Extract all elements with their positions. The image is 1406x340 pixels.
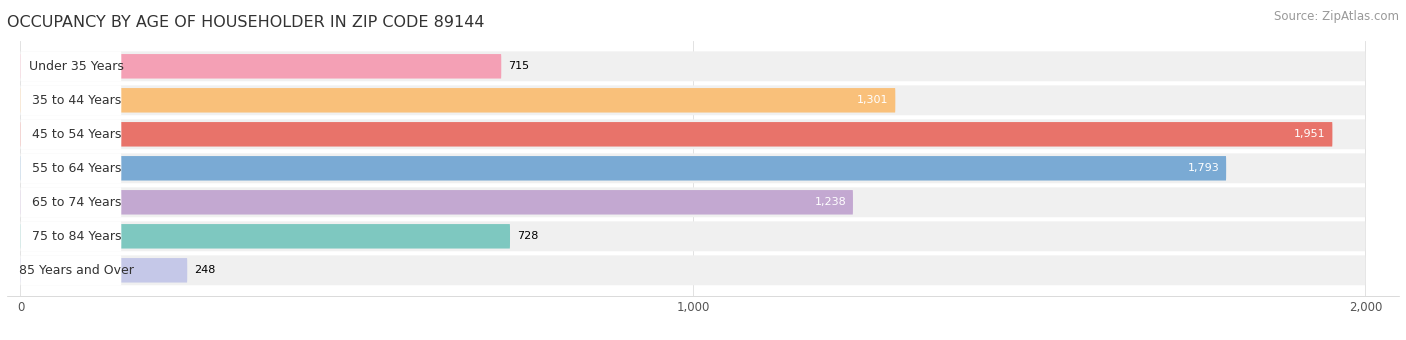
FancyBboxPatch shape <box>21 51 1365 81</box>
Text: 728: 728 <box>517 231 538 241</box>
FancyBboxPatch shape <box>21 187 1365 217</box>
FancyBboxPatch shape <box>21 85 121 115</box>
FancyBboxPatch shape <box>21 221 1365 251</box>
FancyBboxPatch shape <box>21 156 1226 181</box>
Text: 1,301: 1,301 <box>858 95 889 105</box>
FancyBboxPatch shape <box>21 224 510 249</box>
FancyBboxPatch shape <box>21 255 1365 285</box>
FancyBboxPatch shape <box>21 187 121 217</box>
Text: 1,793: 1,793 <box>1188 163 1219 173</box>
Text: 715: 715 <box>508 61 529 71</box>
Text: Source: ZipAtlas.com: Source: ZipAtlas.com <box>1274 10 1399 23</box>
FancyBboxPatch shape <box>21 122 1333 147</box>
Text: 248: 248 <box>194 265 215 275</box>
FancyBboxPatch shape <box>21 51 121 81</box>
FancyBboxPatch shape <box>21 153 121 183</box>
Text: 85 Years and Over: 85 Years and Over <box>18 264 134 277</box>
Text: 45 to 54 Years: 45 to 54 Years <box>31 128 121 141</box>
FancyBboxPatch shape <box>21 255 121 285</box>
FancyBboxPatch shape <box>21 119 1365 149</box>
Text: 65 to 74 Years: 65 to 74 Years <box>31 196 121 209</box>
FancyBboxPatch shape <box>21 85 1365 115</box>
Text: Under 35 Years: Under 35 Years <box>30 60 124 73</box>
Text: 1,951: 1,951 <box>1294 129 1326 139</box>
FancyBboxPatch shape <box>21 190 853 215</box>
FancyBboxPatch shape <box>21 119 121 149</box>
Text: OCCUPANCY BY AGE OF HOUSEHOLDER IN ZIP CODE 89144: OCCUPANCY BY AGE OF HOUSEHOLDER IN ZIP C… <box>7 15 485 30</box>
Text: 75 to 84 Years: 75 to 84 Years <box>31 230 121 243</box>
Text: 1,238: 1,238 <box>814 197 846 207</box>
FancyBboxPatch shape <box>21 153 1365 183</box>
FancyBboxPatch shape <box>21 258 187 283</box>
FancyBboxPatch shape <box>21 221 121 251</box>
FancyBboxPatch shape <box>21 54 502 79</box>
Text: 35 to 44 Years: 35 to 44 Years <box>32 94 121 107</box>
FancyBboxPatch shape <box>21 88 896 113</box>
Text: 55 to 64 Years: 55 to 64 Years <box>31 162 121 175</box>
